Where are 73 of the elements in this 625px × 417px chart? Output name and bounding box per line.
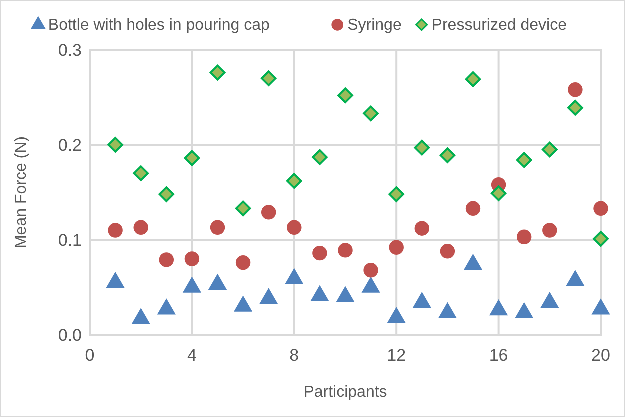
point xyxy=(260,70,277,86)
point xyxy=(210,220,226,235)
x-tick-label: 20 xyxy=(592,346,610,365)
point xyxy=(236,255,251,270)
legend-label: Pressurized device xyxy=(432,17,568,34)
point xyxy=(438,302,458,319)
point xyxy=(362,276,380,293)
point xyxy=(540,292,560,308)
point xyxy=(568,82,583,98)
point xyxy=(389,240,404,255)
x-tick-label: 16 xyxy=(489,346,508,365)
point xyxy=(287,220,302,235)
point xyxy=(158,186,175,202)
point xyxy=(490,186,507,202)
point xyxy=(184,150,200,166)
point xyxy=(465,72,482,88)
point xyxy=(133,166,149,182)
y-tick-label: 0.3 xyxy=(58,41,82,60)
point xyxy=(235,200,252,217)
point xyxy=(542,142,558,158)
point xyxy=(593,231,609,247)
x-tick-label: 8 xyxy=(290,346,300,365)
y-tick-label: 0.1 xyxy=(58,231,82,250)
point xyxy=(568,100,584,116)
point xyxy=(184,252,200,266)
point xyxy=(336,286,355,302)
point xyxy=(210,64,226,81)
point xyxy=(132,308,150,324)
point xyxy=(542,223,558,238)
point xyxy=(466,201,481,216)
point xyxy=(338,88,354,104)
point xyxy=(489,300,508,316)
point xyxy=(440,148,456,164)
point xyxy=(157,298,176,315)
legend-label: Bottle with holes in pouring cap xyxy=(48,17,270,34)
point xyxy=(338,243,353,258)
point xyxy=(414,140,430,156)
point xyxy=(286,173,302,189)
point xyxy=(566,270,585,286)
point xyxy=(516,152,532,168)
x-tick-label: 0 xyxy=(85,346,95,365)
point xyxy=(310,285,330,302)
point xyxy=(387,307,406,324)
point xyxy=(312,246,328,261)
point xyxy=(260,288,278,304)
point xyxy=(412,292,432,308)
x-axis-title: Participants xyxy=(304,384,388,401)
point xyxy=(285,268,304,284)
x-tick-label: 12 xyxy=(387,346,406,365)
legend-label: Syringe xyxy=(348,17,402,34)
y-tick-label: 0.2 xyxy=(58,136,82,155)
point xyxy=(108,223,123,238)
y-tick-label: 0.0 xyxy=(58,326,82,345)
point xyxy=(261,205,276,220)
point xyxy=(182,276,202,293)
x-tick-label: 4 xyxy=(187,346,197,365)
point xyxy=(594,201,608,216)
point xyxy=(388,186,404,202)
point xyxy=(208,274,228,290)
point xyxy=(516,230,532,244)
point xyxy=(464,254,483,270)
point xyxy=(234,296,253,312)
point xyxy=(134,220,148,235)
point xyxy=(108,137,124,153)
point xyxy=(312,149,328,166)
y-axis-title: Mean Force (N) xyxy=(13,136,30,249)
point xyxy=(159,252,174,268)
point xyxy=(106,272,125,288)
point xyxy=(414,221,430,236)
point xyxy=(592,298,610,315)
point xyxy=(440,244,456,259)
point xyxy=(515,302,534,319)
point xyxy=(363,106,379,122)
